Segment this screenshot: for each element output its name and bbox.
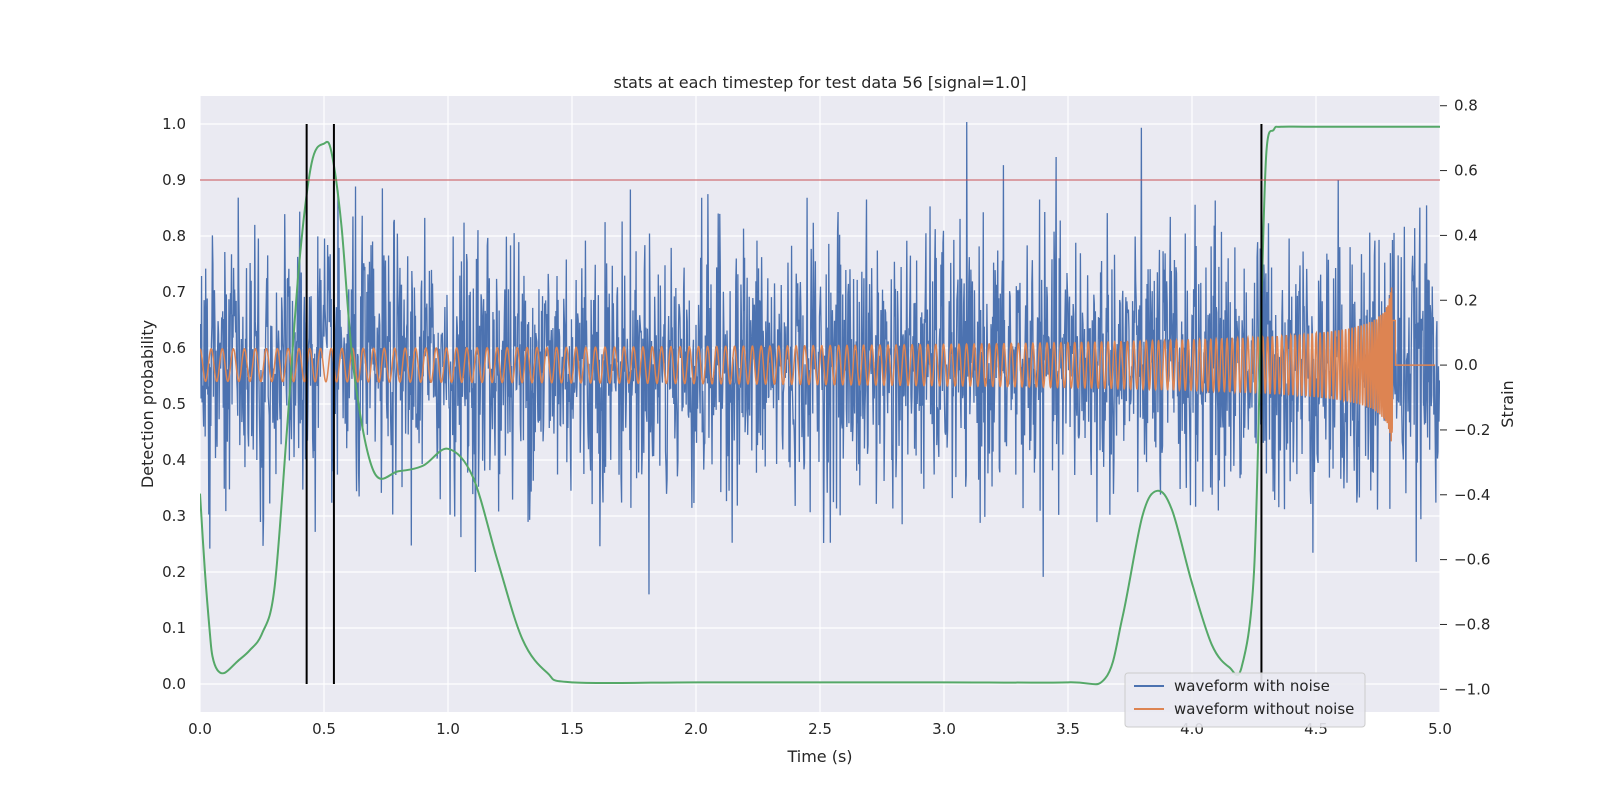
line-waveform-without-noise bbox=[200, 287, 1436, 442]
y-right-tick-label: 0.4 bbox=[1454, 226, 1478, 244]
y-right-tick-label: −0.8 bbox=[1454, 615, 1490, 633]
detection-markers bbox=[305, 124, 1263, 684]
legend-label-noise: waveform with noise bbox=[1174, 677, 1330, 695]
y-left-tick-label: 0.9 bbox=[162, 171, 186, 189]
series-waveform-without-noise bbox=[200, 287, 1436, 442]
y-right-tick-label: 0.0 bbox=[1454, 356, 1478, 374]
x-tick-label: 1.0 bbox=[436, 720, 460, 738]
y-left-axis-label: Detection probability bbox=[138, 320, 157, 488]
x-tick-label: 3.0 bbox=[932, 720, 956, 738]
y-right-tick-label: 0.6 bbox=[1454, 162, 1478, 180]
y-left-tick-label: 0.0 bbox=[162, 675, 186, 693]
x-tick-label: 3.5 bbox=[1056, 720, 1080, 738]
y-left-axis-ticks: 0.0 0.1 0.2 0.3 0.4 0.5 0.6 0.7 0.8 0.9 1.0 bbox=[162, 115, 186, 693]
legend-label-clean: waveform without noise bbox=[1174, 700, 1354, 718]
y-left-tick-label: 1.0 bbox=[162, 115, 186, 133]
legend: waveform with noise waveform without noi… bbox=[1124, 672, 1366, 728]
y-right-tick-label: −0.4 bbox=[1454, 486, 1490, 504]
series-detection-probability bbox=[200, 125, 1440, 686]
y-left-tick-label: 0.4 bbox=[162, 451, 186, 469]
y-left-tick-label: 0.2 bbox=[162, 563, 186, 581]
y-left-tick-label: 0.5 bbox=[162, 395, 186, 413]
y-left-tick-label: 0.7 bbox=[162, 283, 186, 301]
legend-box bbox=[1124, 672, 1366, 728]
series-waveform-with-noise bbox=[200, 121, 1440, 595]
y-right-axis-ticks: −1.0 −0.8 −0.6 −0.4 −0.2 0.0 0.2 0.4 0.6 0.8 bbox=[1440, 97, 1490, 698]
y-right-axis-label: Strain bbox=[1498, 380, 1517, 427]
y-right-tick-label: −0.6 bbox=[1454, 551, 1490, 569]
y-right-tick-label: −1.0 bbox=[1454, 680, 1490, 698]
x-tick-label: 2.5 bbox=[808, 720, 832, 738]
y-left-tick-label: 0.8 bbox=[162, 227, 186, 245]
y-right-tick-label: 0.8 bbox=[1454, 97, 1478, 115]
y-left-tick-label: 0.3 bbox=[162, 507, 186, 525]
x-tick-label: 5.0 bbox=[1428, 720, 1452, 738]
x-tick-label: 1.5 bbox=[560, 720, 584, 738]
x-tick-label: 2.0 bbox=[684, 720, 708, 738]
y-left-tick-label: 0.6 bbox=[162, 339, 186, 357]
y-right-tick-label: 0.2 bbox=[1454, 291, 1478, 309]
x-axis-label: Time (s) bbox=[786, 747, 852, 766]
chart-title: stats at each timestep for test data 56 … bbox=[614, 73, 1027, 92]
y-right-tick-label: −0.2 bbox=[1454, 421, 1490, 439]
y-left-tick-label: 0.1 bbox=[162, 619, 186, 637]
x-tick-label: 0.0 bbox=[188, 720, 212, 738]
line-waveform-with-noise bbox=[200, 121, 1440, 595]
line-detection-probability bbox=[200, 125, 1440, 686]
x-tick-label: 0.5 bbox=[312, 720, 336, 738]
